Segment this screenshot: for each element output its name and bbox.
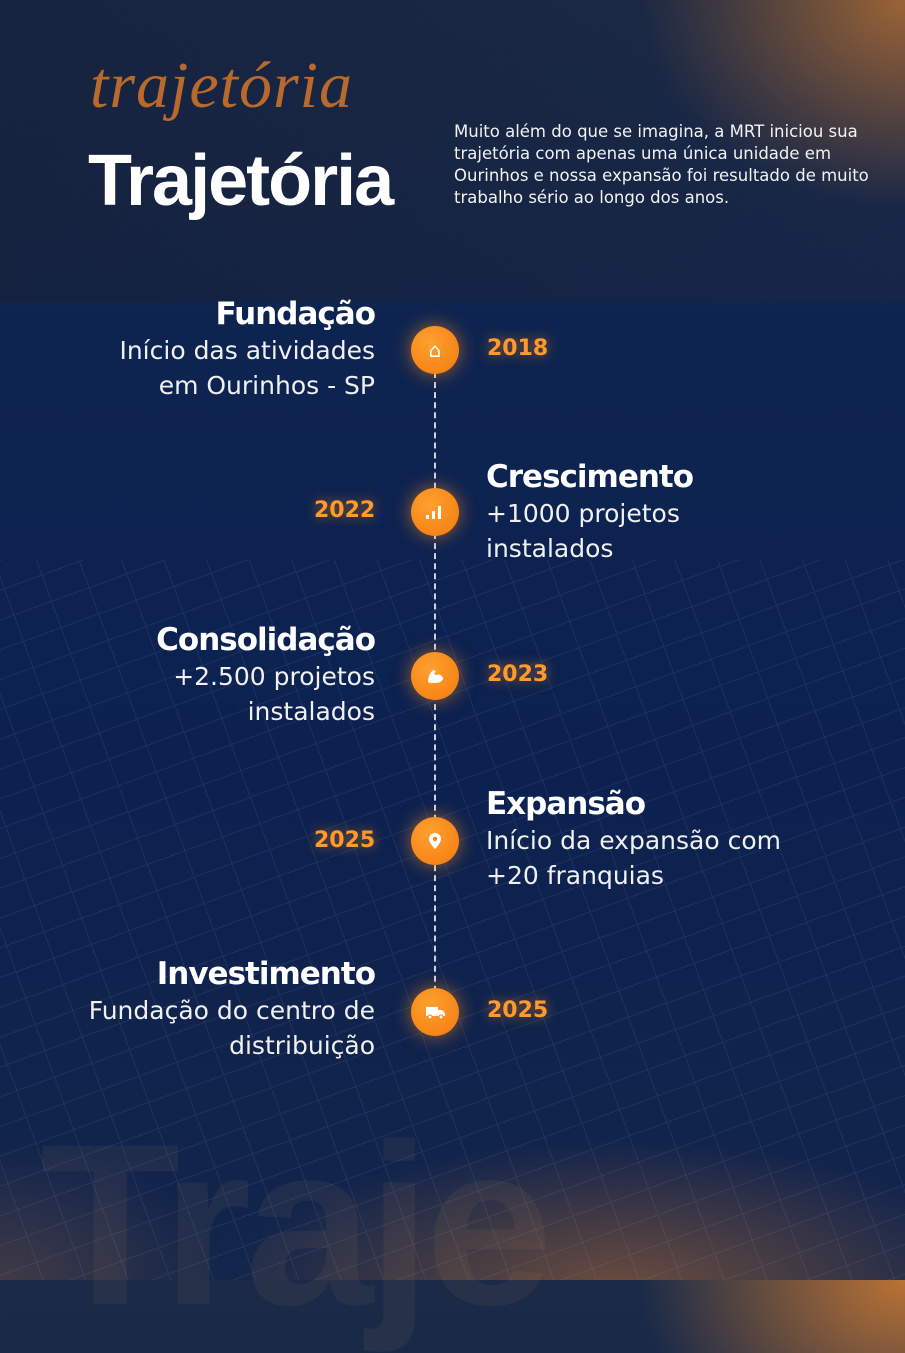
item-year: 2025: [487, 998, 549, 1023]
page-title: Trajetória: [88, 141, 394, 221]
timeline-item-investimento: Investimento Fundação do centro de distr…: [45, 955, 376, 1063]
item-title: Consolidação: [156, 622, 376, 658]
item-year: 2025: [314, 828, 376, 853]
flexed-arm-icon: [411, 652, 459, 700]
item-title: Crescimento: [486, 459, 694, 495]
bar-chart-icon: [411, 488, 459, 536]
timeline-item-consolidacao: Consolidação +2.500 projetos instalados: [45, 621, 376, 729]
location-pin-icon: [411, 817, 459, 865]
intro-text: Muito além do que se imagina, a MRT inic…: [454, 122, 869, 207]
timeline-item-crescimento: Crescimento +1000 projetos instalados: [486, 458, 816, 566]
item-text: Início das atividades em Ourinhos - SP: [119, 336, 375, 400]
watermark: Traje: [40, 1096, 553, 1353]
item-year: 2018: [487, 336, 549, 361]
item-text: Início da expansão com +20 franquias: [486, 826, 781, 890]
house-icon: ⌂: [411, 326, 459, 374]
timeline-item-fundacao: Fundação Início das atividades em Ourinh…: [45, 295, 376, 403]
header-band: [0, 0, 905, 302]
item-title: Expansão: [486, 786, 646, 822]
script-title: trajetória: [90, 49, 354, 122]
item-year: 2023: [487, 662, 549, 687]
item-year: 2022: [314, 498, 376, 523]
item-text: +2.500 projetos instalados: [173, 662, 375, 726]
delivery-truck-icon: [411, 988, 459, 1036]
timeline-item-expansao: Expansão Início da expansão com +20 fran…: [486, 785, 816, 893]
item-text: +1000 projetos instalados: [486, 499, 680, 563]
item-title: Investimento: [156, 956, 376, 992]
item-text: Fundação do centro de distribuição: [88, 996, 375, 1060]
item-title: Fundação: [215, 296, 376, 332]
